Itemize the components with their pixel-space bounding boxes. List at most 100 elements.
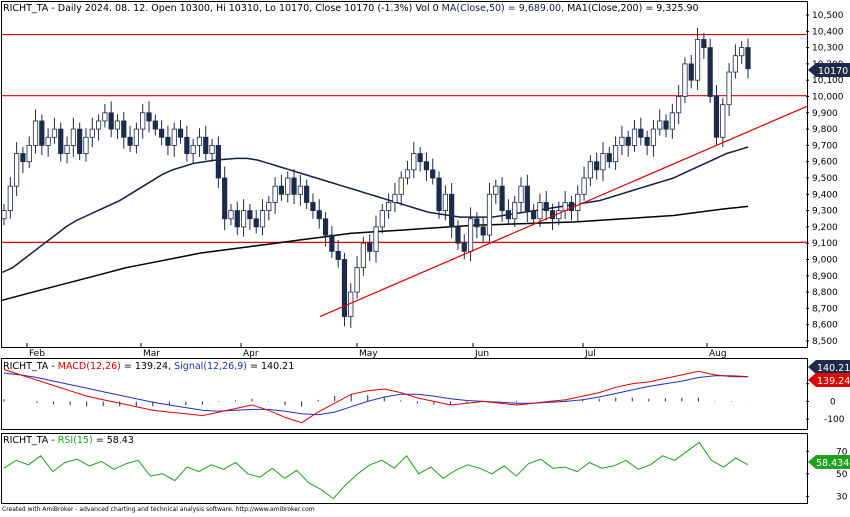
rsi-title-name: RSI(15): [58, 435, 93, 446]
candle-up: [392, 193, 398, 203]
signal-path: [3, 372, 749, 416]
signal-title-name: Signal(12,26,9): [174, 361, 247, 372]
candle-down: [234, 210, 240, 228]
candle-up: [171, 128, 177, 146]
candle-down: [663, 120, 669, 130]
candle-up: [114, 120, 121, 130]
candle-down: [146, 112, 152, 122]
candle-up: [676, 96, 682, 114]
candle-up: [228, 210, 234, 220]
candle-up: [240, 210, 247, 228]
candle-down: [108, 112, 114, 130]
candle-down: [310, 202, 316, 211]
candle-down: [474, 218, 480, 228]
candle-up: [373, 226, 379, 252]
uptrend-line: [319, 105, 808, 318]
candle-down: [184, 136, 190, 154]
candle-down: [329, 234, 335, 252]
price-y-tick-label: 10,500: [812, 11, 844, 21]
candle-up: [14, 153, 20, 187]
candle-down: [745, 47, 751, 70]
month-label: Jul: [584, 349, 596, 359]
price-y-tick-label: 9,400: [812, 190, 838, 200]
rsi-badge-value: 58.4344: [816, 458, 850, 469]
candle-up: [720, 104, 726, 138]
candle-up: [512, 202, 518, 220]
price-y-tick-label: 9,900: [812, 109, 838, 119]
candle-up: [95, 120, 102, 130]
macd-title-name: MACD(12,26): [58, 361, 121, 372]
candle-up: [682, 63, 688, 97]
candle-down: [417, 153, 423, 163]
price-title: RICHT_TA - Daily 2024. 08. 12. Open 1030…: [3, 3, 699, 14]
macd-y-tick-label: -100: [824, 415, 845, 425]
candle-up: [600, 153, 606, 171]
candle-down: [644, 136, 650, 146]
candle-down: [461, 242, 467, 252]
price-badge-value: 10170: [818, 66, 848, 77]
candle-up: [379, 210, 385, 228]
candle-down: [247, 210, 253, 220]
candle-down: [316, 210, 322, 220]
candle-up: [89, 128, 95, 138]
price-y-tick-label: 9,000: [812, 256, 838, 266]
candle-down: [322, 218, 329, 236]
candle-up: [196, 136, 203, 146]
candlesticks: [1, 28, 751, 328]
candle-up: [537, 202, 543, 220]
macd-title-value: = 139.24,: [121, 361, 174, 372]
candle-down: [549, 210, 556, 220]
trendline: [319, 105, 808, 318]
candle-down: [543, 202, 549, 211]
price-y-tick-label: 10,400: [812, 27, 844, 37]
candle-up: [272, 185, 278, 203]
candle-down: [203, 136, 209, 154]
candle-up: [102, 112, 108, 122]
macd-title: RICHT_TA - MACD(12,26) = 139.24, Signal(…: [3, 361, 294, 372]
candle-down: [688, 63, 694, 81]
macd-y-tick-label: 0: [830, 397, 836, 407]
candle-down: [278, 185, 285, 195]
candle-down: [77, 128, 83, 154]
candle-down: [423, 161, 430, 171]
candle-up: [467, 218, 474, 252]
candle-down: [531, 210, 537, 220]
rsi-y-tick-label: 30: [836, 492, 848, 502]
macd-badges: 140.211 139.24: [808, 360, 850, 387]
price-y-tick-label: 10,100: [812, 76, 844, 86]
candle-up: [575, 193, 581, 212]
price-title-ma50: MA(Close,50) = 9,689.00,: [442, 3, 564, 14]
ma200-path: [1, 205, 749, 302]
ma50-line: [1, 146, 749, 274]
candle-down: [638, 128, 644, 138]
rsi-y-tick-label: 50: [836, 470, 848, 480]
rsi-badge: 58.4344: [808, 455, 850, 469]
price-y-tick-label: 8,500: [812, 337, 838, 347]
candle-down: [436, 177, 442, 211]
candle-up: [140, 112, 146, 130]
candle-up: [726, 71, 732, 106]
candle-up: [657, 120, 663, 130]
candle-up: [442, 193, 448, 212]
candle-down: [127, 136, 133, 146]
candle-up: [190, 144, 196, 154]
candle-up: [51, 128, 58, 138]
candle-up: [518, 185, 524, 203]
macd-title-prefix: RICHT_TA -: [3, 361, 58, 372]
macd-badge-value: 139.24: [817, 376, 850, 387]
candle-down: [177, 128, 184, 138]
candle-up: [360, 242, 366, 269]
month-label: Mar: [143, 349, 160, 359]
candle-up: [266, 202, 272, 211]
price-badge: 10170: [808, 63, 850, 77]
candle-up: [45, 136, 51, 146]
candle-down: [499, 185, 505, 211]
month-label: May: [359, 349, 378, 359]
candle-down: [701, 39, 707, 49]
rsi-panel-frame: [1, 433, 808, 504]
macd-path: [3, 369, 749, 424]
candle-up: [133, 128, 140, 146]
signal-badge-value: 140.211: [817, 363, 850, 374]
candle-up: [612, 144, 619, 163]
candle-down: [524, 185, 530, 211]
